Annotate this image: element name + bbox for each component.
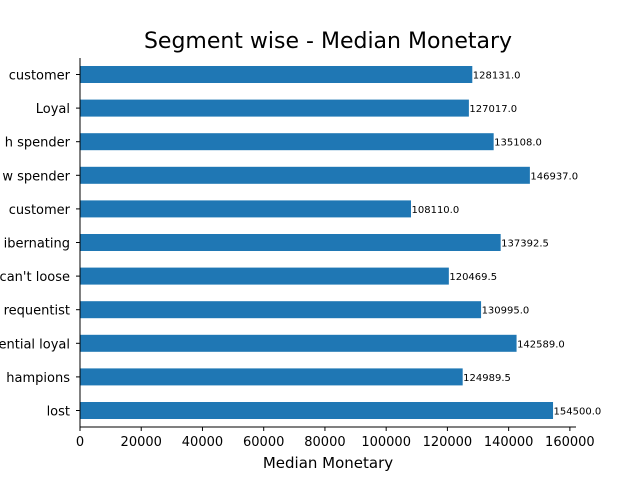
x-ticks-group: 0 20000 40000 60000 80000 100000 120000 140000 1… [76, 427, 595, 450]
bar [80, 334, 517, 352]
bar [80, 301, 482, 319]
category-label: hampions [6, 371, 70, 386]
value-label: 142589.0 [517, 339, 565, 350]
bar [80, 200, 412, 218]
bar [80, 66, 473, 83]
value-label: 108110.0 [412, 205, 460, 216]
bar [80, 234, 501, 251]
x-tick-label: 140000 [484, 435, 534, 450]
value-label: 128131.0 [473, 71, 521, 82]
value-label: 127017.0 [469, 104, 517, 115]
x-axis-label: Median Monetary [263, 454, 393, 472]
value-label: 135108.0 [494, 138, 542, 149]
bar [80, 267, 449, 285]
category-labels-group: customer Loyal h spender w spender customer i… [0, 69, 80, 420]
x-tick-label: 20000 [121, 435, 162, 450]
value-label: 137392.5 [501, 239, 549, 250]
x-tick-label: 60000 [243, 435, 284, 450]
category-label: h spender [5, 136, 71, 151]
category-label: can't loose [0, 270, 70, 285]
category-label: customer [9, 203, 71, 218]
bar [80, 99, 469, 117]
category-label: ibernating [4, 237, 70, 252]
category-label: customer [9, 69, 71, 84]
bar [80, 133, 494, 151]
x-tick-label: 40000 [182, 435, 223, 450]
value-label: 154500.0 [554, 407, 602, 418]
x-tick-label: 160000 [545, 435, 595, 450]
x-tick-label: 0 [76, 435, 84, 450]
bar [80, 368, 463, 386]
x-tick-label: 100000 [361, 435, 411, 450]
chart-title: Segment wise - Median Monetary [144, 29, 512, 54]
value-labels-group: 128131.0 127017.0 135108.0 146937.0 108110.0… [412, 71, 602, 418]
bars-group [80, 66, 554, 419]
bar [80, 402, 554, 419]
category-label: requentist [4, 304, 70, 319]
value-label: 146937.0 [530, 171, 578, 182]
bar [80, 166, 530, 184]
x-tick-label: 120000 [423, 435, 473, 450]
value-label: 130995.0 [482, 306, 530, 317]
category-label: Loyal [36, 102, 70, 117]
category-label: ential loyal [0, 337, 70, 352]
category-label: w spender [2, 169, 70, 184]
value-label: 120469.5 [449, 272, 497, 283]
x-tick-label: 80000 [304, 435, 345, 450]
category-label: lost [47, 405, 70, 420]
value-label: 124989.5 [463, 373, 511, 384]
